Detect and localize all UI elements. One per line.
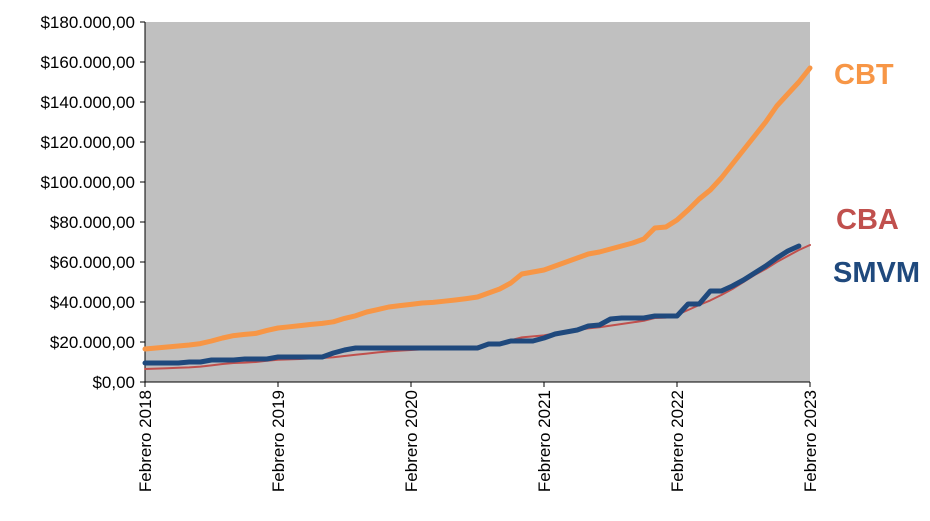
x-tick-label: Febrero 2022 [668,390,687,492]
series-label-cbt: CBT [834,59,894,91]
plot-area [145,22,810,382]
y-tick-label: $80.000,00 [50,213,135,232]
x-tick-label: Febrero 2021 [535,390,554,492]
series-label-smvm: SMVM [833,257,920,289]
y-tick-label: $160.000,00 [40,53,135,72]
series-line-cbt [142,65,813,352]
y-tick-label: $100.000,00 [40,173,135,192]
series-label-cba: CBA [836,204,899,236]
x-tick-label: Febrero 2020 [402,390,421,492]
series-lines [142,65,813,370]
y-tick-label: $40.000,00 [50,293,135,312]
x-tick-label: Febrero 2019 [269,390,288,492]
y-tick-label: $20.000,00 [50,333,135,352]
y-tick-label: $0,00 [92,373,135,392]
series-line-smvm [142,243,802,366]
x-axis: Febrero 2018 Febrero 2019 Febrero 2020 Febr… [136,381,820,492]
x-tick-label: Febrero 2018 [136,390,155,492]
x-tick-label: Febrero 2023 [801,390,820,492]
series-labels: CBT CBA SMVM [833,59,920,289]
y-tick-label: $180.000,00 [40,13,135,32]
y-tick-label: $120.000,00 [40,133,135,152]
y-tick-label: $60.000,00 [50,253,135,272]
y-tick-label: $140.000,00 [40,93,135,112]
y-axis: $0,00 $20.000,00 $40.000,00 $60.000,00 $80.0… [40,13,146,392]
